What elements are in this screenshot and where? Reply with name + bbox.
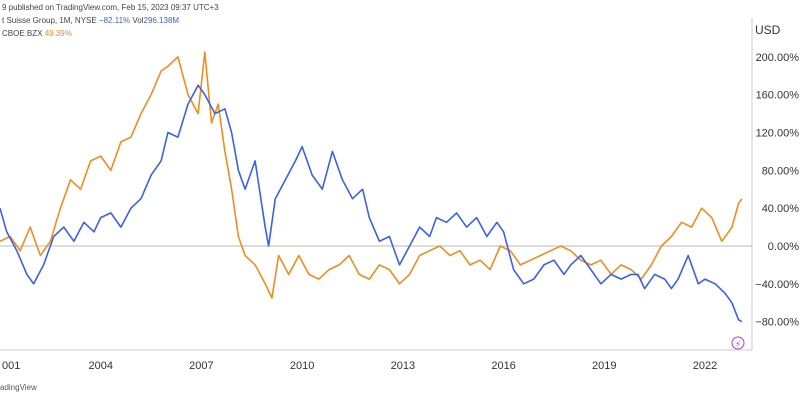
y-tick-label: −40.00%	[755, 279, 799, 291]
x-tick-label: 2016	[491, 360, 515, 372]
x-tick-label: 2004	[88, 360, 112, 372]
x-tick-label: 2019	[592, 360, 616, 372]
tradingview-watermark: adingView	[0, 383, 37, 392]
x-tick-label: 2013	[391, 360, 415, 372]
legend-series-1-vol: 296.138M	[143, 16, 180, 25]
y-tick-label: 120.00%	[756, 127, 800, 139]
legend-series-2[interactable]: CBOE BZX 49.39%	[2, 29, 72, 38]
y-tick-label: 40.00%	[762, 203, 800, 215]
series-line-credit-suisse[interactable]	[0, 84, 743, 323]
legend-series-1-name: t Suisse Group, 1M, NYSE	[2, 16, 97, 25]
y-tick-label: 80.00%	[762, 165, 800, 177]
currency-label[interactable]: USD	[755, 23, 781, 37]
x-tick-label: 2007	[189, 360, 213, 372]
y-tick-label: 0.00%	[768, 241, 799, 253]
x-tick-label: 2022	[693, 360, 717, 372]
chart-publish-info: 9 published on TradingView.com, Feb 15, …	[2, 3, 219, 12]
legend-series-2-name: CBOE BZX	[2, 29, 43, 38]
y-tick-label: −80.00%	[755, 317, 799, 329]
legend-series-1[interactable]: t Suisse Group, 1M, NYSE −82.11% Vol296.…	[2, 16, 179, 25]
event-marker-icon[interactable]	[731, 336, 745, 350]
legend-series-2-change: 49.39%	[44, 29, 72, 38]
series-line-cboe-bzx[interactable]	[0, 51, 743, 299]
legend-series-1-vol-label: Vol	[132, 16, 144, 25]
x-tick-label: 001	[2, 360, 20, 372]
lightning-icon: ⚡	[735, 339, 741, 349]
x-tick-label: 2010	[290, 360, 314, 372]
y-tick-label: 200.00%	[756, 52, 800, 64]
legend-series-1-change: −82.11%	[98, 16, 131, 25]
y-tick-label: 160.00%	[756, 90, 800, 102]
